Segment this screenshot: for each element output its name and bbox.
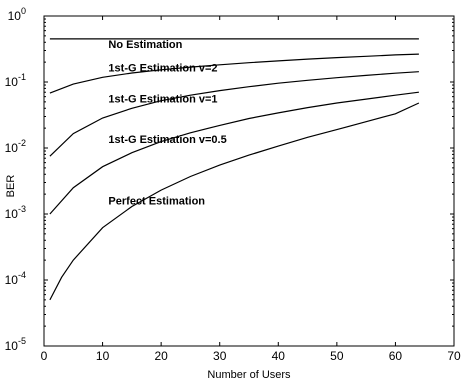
curve-annotation-0: No Estimation	[108, 39, 182, 51]
x-tick-label: 30	[213, 349, 227, 363]
x-tick-label: 40	[272, 349, 286, 363]
x-tick-label: 50	[330, 349, 344, 363]
curve-annotations: No Estimation 1st-G Estimation v=2 1st-G E…	[108, 39, 226, 208]
y-tick-label: 10-4	[5, 270, 26, 287]
plot-frame	[43, 15, 455, 347]
x-axis-label: Number of Users	[207, 369, 291, 381]
y-tick-label: 10-1	[5, 72, 26, 89]
series-line-3	[49, 91, 419, 215]
x-tick-label: 60	[389, 349, 403, 363]
curve-annotation-1: 1st-G Estimation v=2	[108, 62, 217, 74]
series-line-1	[49, 53, 419, 94]
curve-annotation-4: Perfect Estimation	[108, 195, 205, 207]
curve-annotation-2: 1st-G Estimation v=1	[108, 93, 217, 105]
y-tick-label: 10-2	[5, 138, 26, 155]
curve-annotation-3: 1st-G Estimation v=0.5	[108, 134, 226, 146]
axis-ticks: 0 10 20 30 40 50 60 70 10-5 10-4 10-3 10-2 10-1 100	[5, 6, 461, 363]
y-tick-label: 100	[8, 6, 26, 23]
x-tick-label: 70	[447, 349, 461, 363]
series-curves	[49, 38, 420, 301]
y-tick-label: 10-3	[5, 204, 26, 221]
x-tick-label: 20	[154, 349, 168, 363]
series-line-2	[49, 71, 419, 157]
x-tick-label: 0	[41, 349, 48, 363]
y-axis-label: BER	[5, 175, 17, 198]
y-tick-label: 10-5	[5, 336, 26, 353]
x-tick-label: 10	[96, 349, 110, 363]
series-line-4	[49, 102, 420, 301]
